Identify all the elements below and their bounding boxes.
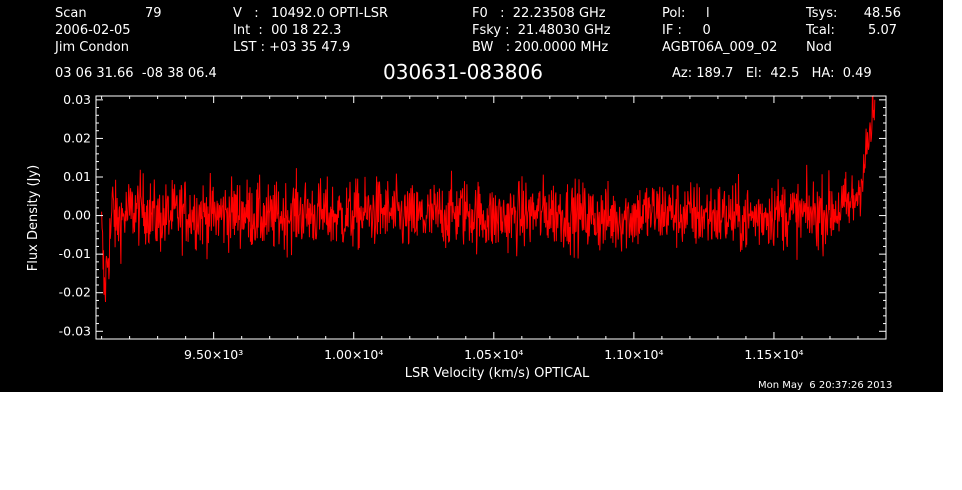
y-tick-label: -0.03 <box>59 323 91 338</box>
obs-mode: Nod <box>806 40 832 55</box>
series-group <box>101 94 876 303</box>
integration-line: Int : 00 18 22.3 <box>233 23 342 38</box>
source-name-title: 030631-083806 <box>383 60 543 84</box>
scan-number: 79 <box>145 6 162 21</box>
tsys-label: Tsys: <box>806 6 838 21</box>
x-tick-label: 9.50×10³ <box>184 347 243 362</box>
x-tick-label: 1.00×10⁴ <box>324 347 383 362</box>
velocity-line: V : 10492.0 OPTI-LSR <box>233 6 389 21</box>
ticks-group: 9.50×10³ 1.00×10⁴ 1.05×10⁴ 1.10×10⁴ 1.15×10⁴… <box>59 92 887 362</box>
az-el-ha: Az: 189.7 El: 42.5 HA: 0.49 <box>672 66 872 81</box>
spectrum-series-line <box>101 94 876 303</box>
plot-window <box>0 0 943 392</box>
tsys-value: 48.56 <box>863 6 901 21</box>
observer-name: Jim Condon <box>55 40 129 55</box>
footer-timestamp: Mon May 6 20:37:26 2013 <box>758 380 893 391</box>
spectrum-chart: 9.50×10³ 1.00×10⁴ 1.05×10⁴ 1.10×10⁴ 1.15×10⁴… <box>26 92 887 381</box>
tcal-label: Tcal: <box>806 23 835 38</box>
y-tick-label: -0.02 <box>59 285 91 300</box>
x-tick-label: 1.10×10⁴ <box>604 347 663 362</box>
y-tick-label: 0.02 <box>63 130 91 145</box>
y-axis-label: Flux Density (Jy) <box>26 165 41 271</box>
source-coords: 03 06 31.66 -08 38 06.4 <box>55 66 217 81</box>
obs-date: 2006-02-05 <box>55 23 131 38</box>
plot-frame <box>95 95 887 340</box>
scan-label: Scan <box>55 6 87 21</box>
y-tick-label: -0.01 <box>59 246 91 261</box>
tcal-value: 5.07 <box>868 23 897 38</box>
rest-freq-line: F0 : 22.23508 GHz <box>472 6 606 21</box>
sky-freq-line: Fsky : 21.48030 GHz <box>472 23 611 38</box>
bandwidth-line: BW : 200.0000 MHz <box>472 40 609 55</box>
y-tick-label: 0.01 <box>63 169 91 184</box>
x-tick-label: 1.05×10⁴ <box>464 347 523 362</box>
x-axis-label: LSR Velocity (km/s) OPTICAL <box>405 366 590 381</box>
x-tick-label: 1.15×10⁴ <box>744 347 803 362</box>
polarization-line: Pol: l <box>662 6 710 21</box>
lst-line: LST : +03 35 47.9 <box>233 40 351 55</box>
project-id: AGBT06A_009_02 <box>662 40 778 55</box>
y-tick-label: 0.00 <box>63 208 91 223</box>
if-line: IF : 0 <box>662 23 711 38</box>
y-tick-label: 0.03 <box>63 92 91 107</box>
